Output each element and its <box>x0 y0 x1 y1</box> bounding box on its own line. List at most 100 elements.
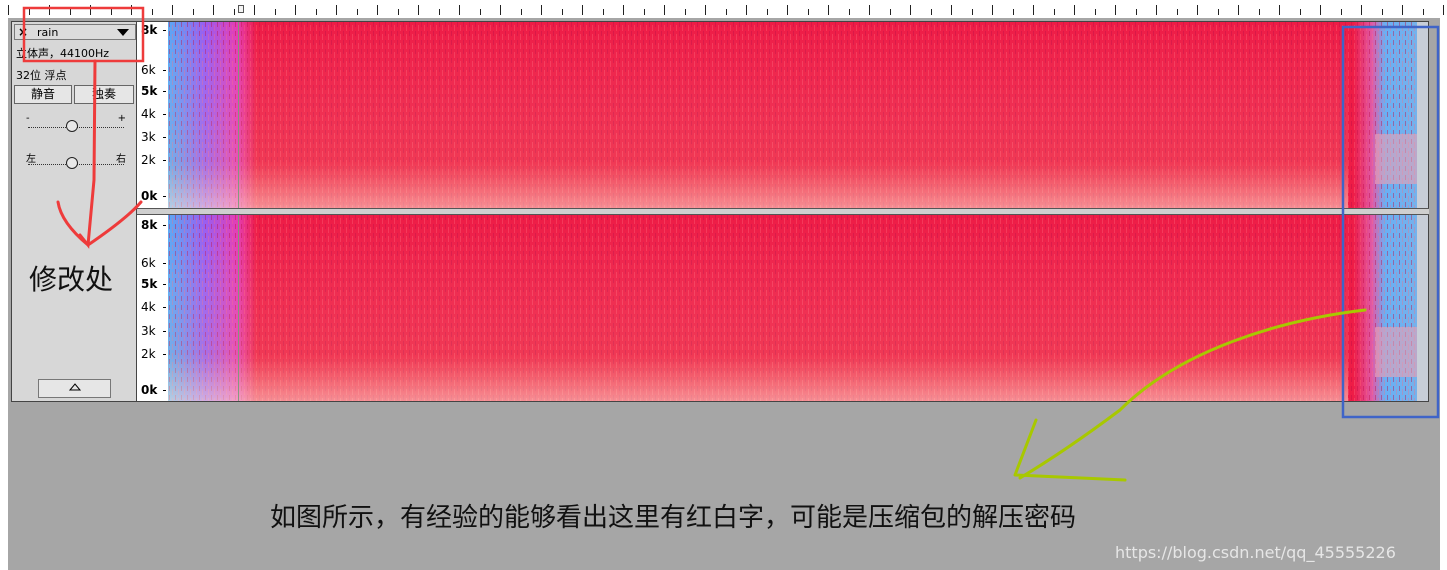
track-control-panel: × rain 立体声，44100Hz 32位 浮点 静音 独奏 - + 左 右 <box>11 21 137 402</box>
ruler-tick <box>869 5 870 15</box>
ruler-tick <box>890 9 891 15</box>
ruler-tick <box>275 9 276 15</box>
ruler-tick <box>1443 5 1444 15</box>
ruler-tick <box>746 5 747 15</box>
ruler-tick <box>131 5 132 15</box>
ruler-tick <box>1300 9 1301 15</box>
playhead-marker[interactable] <box>238 5 244 13</box>
ruler-tick <box>213 5 214 15</box>
ruler-tick <box>1197 5 1198 15</box>
ruler-tick <box>500 5 501 15</box>
ruler-tick <box>1095 9 1096 15</box>
dropdown-arrow-icon[interactable] <box>117 29 129 36</box>
gain-slider[interactable]: - + <box>26 113 126 133</box>
ruler-tick <box>849 9 850 15</box>
ruler-tick <box>49 5 50 15</box>
ruler-tick <box>459 5 460 15</box>
axis-tick-label: 2k <box>141 153 166 167</box>
ruler-tick <box>1013 9 1014 15</box>
ruler-tick <box>582 5 583 15</box>
ruler-tick <box>1238 5 1239 15</box>
spectrogram-image <box>168 22 1428 208</box>
spectrogram-image <box>168 215 1428 401</box>
ruler-tick <box>418 5 419 15</box>
ruler-tick <box>705 5 706 15</box>
ruler-tick <box>951 5 952 15</box>
ruler-tick <box>1361 5 1362 15</box>
gain-slider-knob[interactable] <box>66 120 78 132</box>
ruler-tick <box>1136 9 1137 15</box>
axis-tick-label: 5k <box>141 277 167 291</box>
ruler-tick <box>1341 9 1342 15</box>
axis-tick-label: 4k <box>141 300 166 314</box>
spectrogram-channel-left[interactable] <box>168 21 1429 208</box>
ruler-tick <box>972 9 973 15</box>
ruler-tick <box>603 9 604 15</box>
ruler-tick <box>1382 9 1383 15</box>
collapse-track-button[interactable] <box>38 379 111 398</box>
axis-tick-label: 2k <box>141 347 166 361</box>
axis-tick-label: 6k <box>141 256 166 270</box>
ruler-tick <box>1074 5 1075 15</box>
axis-tick-label: 5k <box>141 84 167 98</box>
ruler-tick <box>377 5 378 15</box>
channel-separator <box>137 208 1429 215</box>
ruler-tick <box>254 5 255 15</box>
ruler-tick <box>70 9 71 15</box>
ruler-tick <box>1423 9 1424 15</box>
axis-tick-label: 8k <box>141 218 167 232</box>
pan-slider[interactable]: 左 右 <box>26 154 126 170</box>
ruler-tick <box>1402 5 1403 15</box>
ruler-tick <box>398 9 399 15</box>
axis-tick-label: 6k <box>141 63 166 77</box>
ruler-tick <box>808 9 809 15</box>
axis-tick-label: 4k <box>141 107 166 121</box>
ruler-tick <box>316 9 317 15</box>
ruler-tick <box>8 5 9 15</box>
ruler-tick <box>521 9 522 15</box>
ruler-tick <box>29 9 30 15</box>
ruler-tick <box>828 5 829 15</box>
solo-button[interactable]: 独奏 <box>74 85 134 104</box>
ruler-tick <box>767 9 768 15</box>
mute-button[interactable]: 静音 <box>14 85 72 104</box>
ruler-tick <box>152 9 153 15</box>
ruler-tick <box>1259 9 1260 15</box>
timeline-ruler[interactable] <box>0 0 1447 18</box>
ruler-tick <box>541 5 542 15</box>
ruler-tick <box>910 5 911 15</box>
axis-tick-label: 3k <box>141 130 166 144</box>
pan-slider-knob[interactable] <box>66 157 78 169</box>
ruler-tick <box>1320 5 1321 15</box>
ruler-tick <box>1033 5 1034 15</box>
axis-tick-label: 0k <box>141 189 167 203</box>
modify-annotation-label: 修改处 <box>29 263 114 296</box>
ruler-tick <box>336 5 337 15</box>
ruler-tick <box>295 5 296 15</box>
ruler-tick <box>562 9 563 15</box>
track-name-menu[interactable]: × rain <box>14 24 136 40</box>
up-triangle-icon <box>68 383 81 391</box>
ruler-tick <box>111 9 112 15</box>
ruler-tick <box>931 9 932 15</box>
ruler-tick <box>664 5 665 15</box>
pan-left-label: 左 <box>26 154 36 165</box>
gain-plus-label: + <box>117 113 126 124</box>
track-format-info: 立体声，44100Hz <box>16 47 110 60</box>
ruler-tick <box>685 9 686 15</box>
close-track-button[interactable]: × <box>18 25 29 39</box>
ruler-tick <box>357 9 358 15</box>
ruler-tick <box>90 5 91 15</box>
ruler-tick <box>1115 5 1116 15</box>
ruler-tick <box>193 9 194 15</box>
axis-tick-label: 8k <box>141 23 167 37</box>
axis-tick-label: 0k <box>141 383 167 397</box>
spectrogram-channel-right[interactable] <box>168 215 1429 402</box>
ruler-tick <box>1156 5 1157 15</box>
ruler-tick <box>1279 5 1280 15</box>
ruler-tick <box>623 5 624 15</box>
ruler-tick <box>726 9 727 15</box>
pan-right-label: 右 <box>116 154 126 165</box>
ruler-tick <box>234 9 235 15</box>
ruler-tick <box>172 5 173 15</box>
